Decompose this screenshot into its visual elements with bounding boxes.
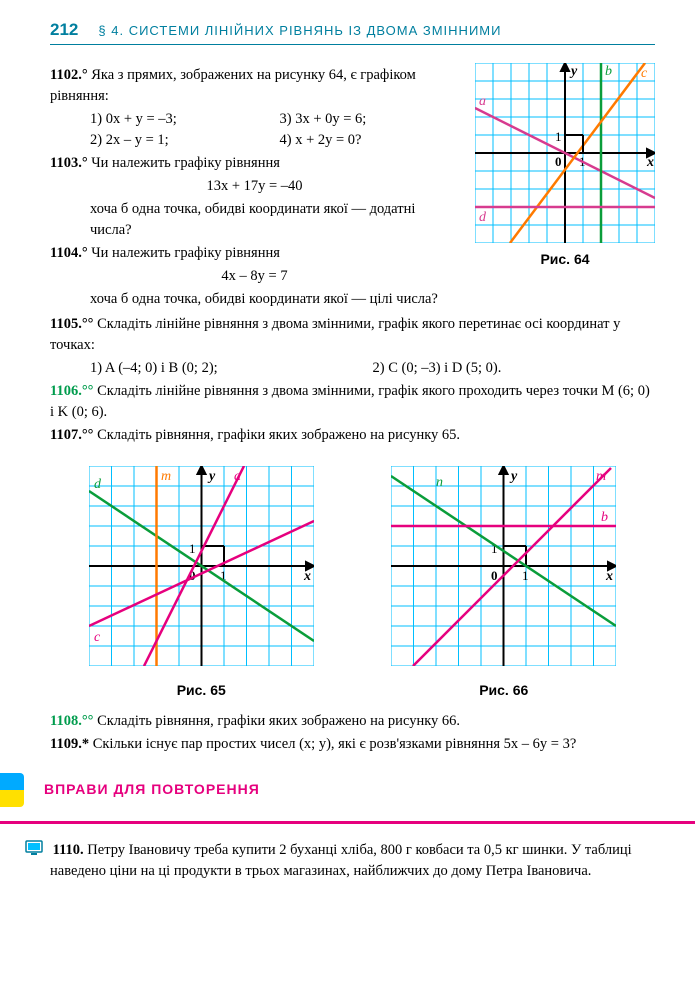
fig65-caption: Рис. 65 — [89, 680, 314, 700]
svg-text:a: a — [479, 94, 486, 109]
section-label: § 4. СИСТЕМИ ЛІНІЙНИХ РІВНЯНЬ ІЗ ДВОМА З… — [98, 23, 501, 38]
task-1103: 1103.° Чи належить графіку рівняння — [50, 153, 459, 174]
task-1103-tail: хоча б одна точка, обидві координати яко… — [90, 199, 459, 241]
banner-line — [0, 821, 695, 824]
svg-text:a: a — [234, 469, 241, 484]
svg-text:1: 1 — [189, 541, 196, 556]
svg-text:x: x — [646, 155, 654, 170]
svg-text:d: d — [94, 477, 102, 492]
banner-tab-icon — [0, 773, 24, 807]
eq-1103: 13x + 17y = –40 — [50, 176, 459, 197]
svg-text:1: 1 — [555, 129, 562, 144]
svg-text:m: m — [161, 469, 171, 484]
figure-64: 0 1 1 x y a b c d Рис. 64 — [475, 63, 655, 312]
task-1102-items: 1) 0x + y = –3;3) 3x + 0y = 6; 2) 2x – y… — [90, 109, 459, 151]
task-1104: 1104.° Чи належить графіку рівняння — [50, 243, 459, 264]
svg-text:n: n — [436, 475, 443, 490]
page-header: 212 § 4. СИСТЕМИ ЛІНІЙНИХ РІВНЯНЬ ІЗ ДВО… — [50, 20, 655, 45]
svg-text:m: m — [596, 469, 606, 484]
review-title: ВПРАВИ ДЛЯ ПОВТОРЕННЯ — [44, 779, 260, 799]
fig66-caption: Рис. 66 — [391, 680, 616, 700]
svg-text:0: 0 — [555, 154, 562, 169]
svg-text:b: b — [605, 64, 612, 79]
svg-text:x: x — [303, 569, 311, 584]
svg-text:c: c — [94, 630, 101, 645]
svg-text:c: c — [641, 66, 648, 81]
task-1107: 1107.°° Складіть рівняння, графіки яких … — [50, 425, 655, 446]
figure-66: 0 1 1 x y n b m Рис. 66 — [391, 466, 616, 700]
task-1109: 1109.* Скільки існує пар простих чисел (… — [50, 734, 655, 755]
svg-text:x: x — [605, 569, 613, 584]
page-number: 212 — [50, 20, 78, 40]
svg-text:y: y — [207, 469, 216, 484]
svg-text:b: b — [601, 510, 608, 525]
task-1105: 1105.°° Складіть лінійне рівняння з двом… — [50, 314, 655, 356]
task-1110: 1110. Петру Івановичу треба купити 2 бух… — [50, 840, 655, 882]
computer-icon — [25, 840, 43, 856]
svg-text:y: y — [509, 469, 518, 484]
task-1106: 1106.°° Складіть лінійне рівняння з двом… — [50, 381, 655, 423]
task-1108: 1108.°° Складіть рівняння, графіки яких … — [50, 711, 655, 732]
fig64-caption: Рис. 64 — [475, 249, 655, 269]
svg-text:y: y — [569, 64, 578, 79]
task-1102: 1102.° Яка з прямих, зображених на рисун… — [50, 65, 459, 107]
eq-1104: 4x – 8y = 7 — [50, 266, 459, 287]
review-banner: ВПРАВИ ДЛЯ ПОВТОРЕННЯ — [0, 773, 655, 807]
svg-text:1: 1 — [522, 568, 529, 583]
task-1105-items: 1) A (–4; 0) і B (0; 2);2) C (0; –3) і D… — [90, 358, 655, 379]
figure-65: 0 1 1 x y d m a — [89, 466, 314, 700]
svg-text:d: d — [479, 210, 487, 225]
task-1104-tail: хоча б одна точка, обидві координати яко… — [90, 289, 459, 310]
